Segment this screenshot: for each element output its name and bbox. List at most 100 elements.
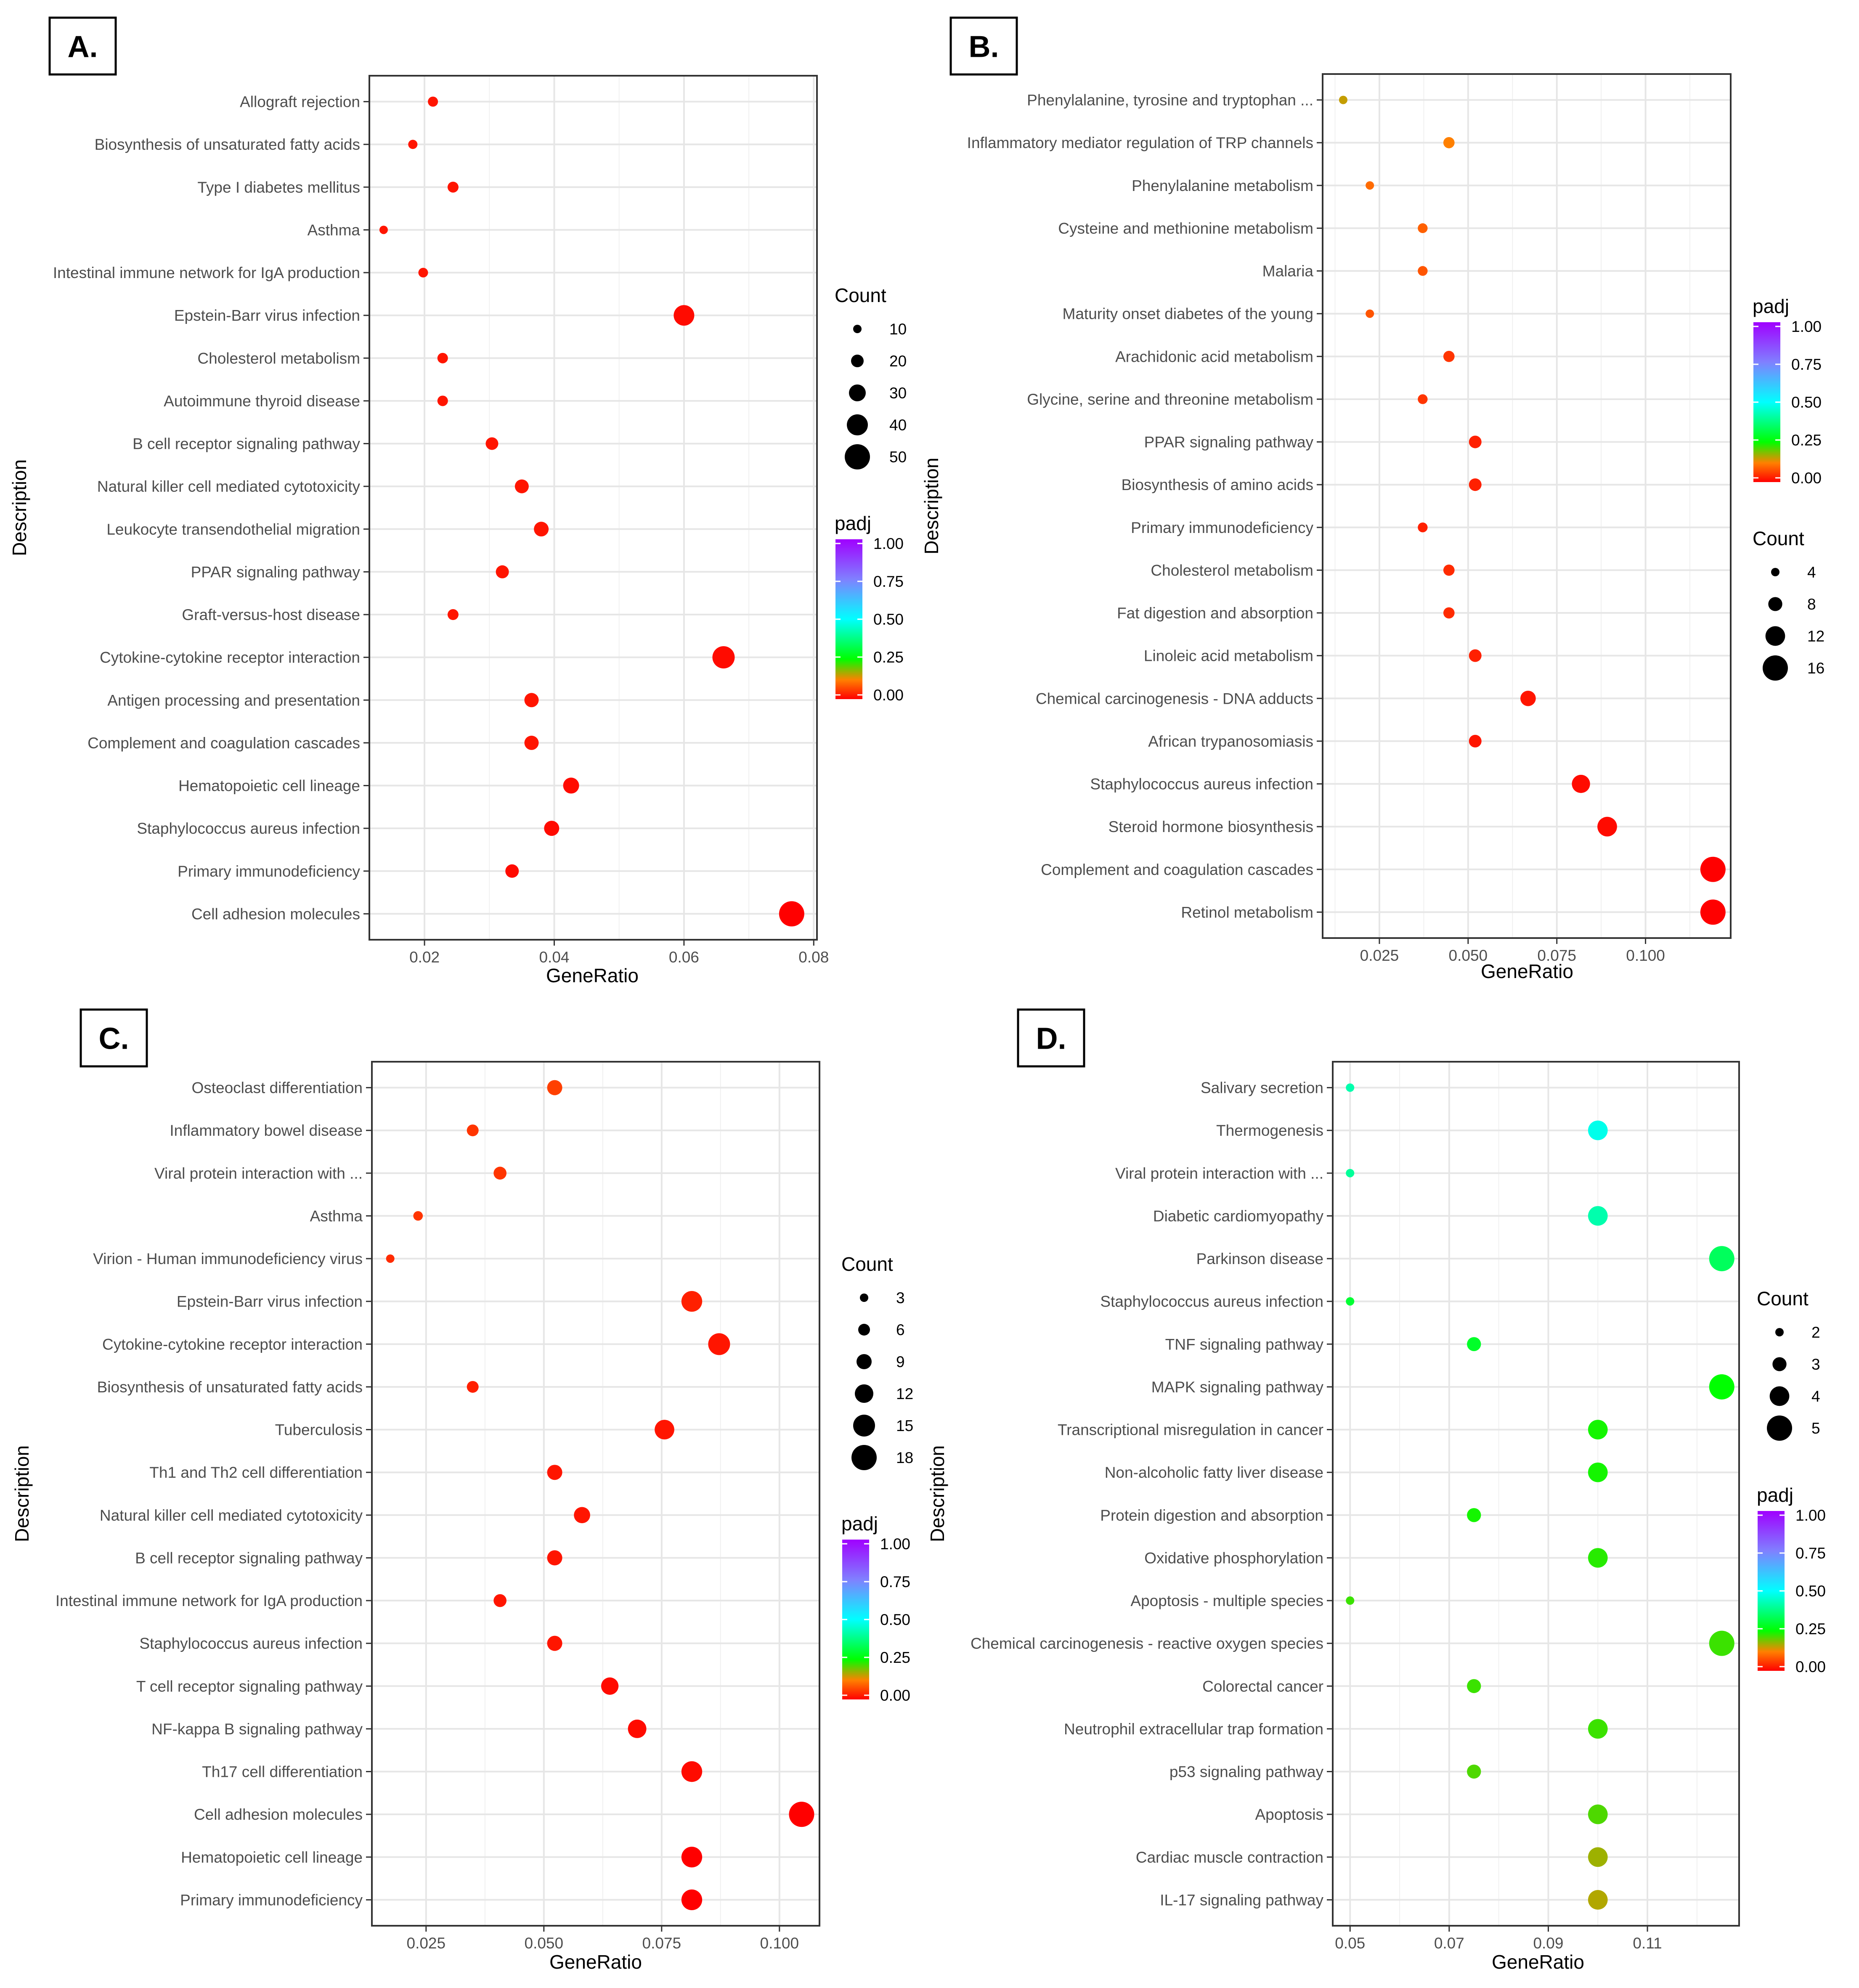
panel-label-box [48, 16, 117, 76]
point [408, 140, 418, 149]
y-tick-label: Autoimmune thyroid disease [164, 392, 360, 410]
color-legend-label: 0.25 [880, 1649, 910, 1666]
size-legend-key [1771, 568, 1779, 576]
color-legend-label: 0.25 [1791, 432, 1822, 449]
size-legend-label: 20 [889, 353, 907, 370]
panel-label-box [80, 1008, 148, 1068]
color-legend-label: 1.00 [880, 1535, 910, 1553]
color-legend-title: padj [835, 512, 871, 534]
y-tick-label: T cell receptor signaling pathway [136, 1678, 363, 1695]
point [712, 646, 735, 669]
size-legend-label: 2 [1811, 1324, 1820, 1341]
point [1588, 1890, 1608, 1910]
y-tick-label: Tuberculosis [275, 1421, 363, 1439]
point [1467, 1679, 1481, 1693]
size-legend-key [849, 384, 866, 401]
point [485, 437, 499, 450]
point [628, 1719, 647, 1738]
point [1588, 1847, 1608, 1867]
point [534, 522, 549, 537]
y-tick-label: Viral protein interaction with ... [154, 1165, 363, 1182]
y-tick-label: PPAR signaling pathway [1144, 434, 1314, 451]
point [544, 821, 560, 836]
color-legend-label: 0.00 [873, 687, 904, 704]
y-tick-label: Staphylococcus aureus infection [139, 1635, 363, 1652]
x-tick-label: 0.050 [1449, 947, 1488, 964]
y-tick-label: Apoptosis [1255, 1806, 1324, 1823]
y-tick-label: Osteoclast differentiation [191, 1079, 363, 1097]
panel-d: D. Salivary secretion Thermogenesis Viral p… [926, 1008, 1826, 1973]
y-tick-label: Malaria [1262, 262, 1314, 280]
point [547, 1550, 562, 1566]
y-tick-label: Transcriptional misregulation in cancer [1058, 1421, 1323, 1439]
point [681, 1847, 703, 1868]
y-tick-label: Protein digestion and absorption [1100, 1507, 1323, 1524]
plot-border [1322, 73, 1732, 939]
y-tick-label: Non-alcoholic fatty liver disease [1105, 1464, 1323, 1481]
panel-label: C. [99, 1022, 129, 1056]
size-legend-key [858, 1324, 870, 1336]
x-tick-label: 0.050 [525, 1935, 564, 1952]
x-tick-label: 0.075 [1537, 947, 1576, 964]
y-tick-label: Complement and coagulation cascades [88, 734, 360, 752]
x-tick-label: 0.02 [409, 949, 440, 966]
size-legend-label: 18 [896, 1449, 913, 1466]
y-tick-label: Virion - Human immunodeficiency virus [93, 1250, 363, 1267]
size-legend-label: 10 [889, 321, 907, 338]
y-tick-label: Chemical carcinogenesis - DNA adducts [1036, 690, 1313, 707]
size-legend-key [1765, 626, 1785, 646]
y-tick-label: Linoleic acid metabolism [1144, 647, 1313, 665]
point [1443, 351, 1455, 362]
point [1366, 181, 1374, 190]
point [1346, 1083, 1355, 1092]
point [505, 864, 519, 878]
size-legend-title: Count [841, 1253, 893, 1275]
size-legend-key [851, 1445, 877, 1470]
point [493, 1594, 507, 1607]
point [655, 1420, 674, 1439]
y-tick-label: Cytokine-cytokine receptor interaction [102, 1336, 363, 1353]
panel-label-box [949, 16, 1018, 76]
color-legend-label: 0.75 [880, 1573, 910, 1590]
size-legend-label: 12 [896, 1385, 913, 1402]
size-legend-label: 15 [896, 1417, 913, 1434]
color-legend-label: 0.25 [1795, 1620, 1826, 1638]
y-tick-label: B cell receptor signaling pathway [133, 435, 360, 453]
point [437, 395, 448, 406]
point [674, 305, 695, 326]
size-legend-key [1775, 1328, 1784, 1336]
y-tick-label: Epstein-Barr virus infection [177, 1293, 363, 1310]
color-legend-label: 0.00 [880, 1687, 910, 1704]
y-tick-label: Steroid hormone biosynthesis [1109, 818, 1313, 835]
y-tick-label: African trypanosomiasis [1148, 733, 1313, 750]
size-legend-label: 50 [889, 448, 907, 466]
x-tick-label: 0.025 [1360, 947, 1399, 964]
color-legend-label: 1.00 [1791, 318, 1822, 335]
point [1418, 522, 1428, 533]
point [1588, 1462, 1608, 1482]
y-tick-label: Cardiac muscle contraction [1136, 1849, 1323, 1866]
y-tick-label: Salivary secretion [1201, 1079, 1323, 1097]
size-legend-key [853, 325, 862, 333]
point [413, 1211, 423, 1221]
size-legend-label: 40 [889, 416, 907, 434]
point [681, 1761, 703, 1782]
size-legend-key [1763, 655, 1788, 681]
y-tick-label: Type I diabetes mellitus [197, 179, 360, 196]
point [1588, 1420, 1608, 1439]
y-tick-label: Complement and coagulation cascades [1041, 861, 1313, 878]
point [379, 225, 388, 234]
size-legend-label: 5 [1811, 1420, 1820, 1437]
size-legend-label: 8 [1807, 596, 1816, 613]
y-tick-label: Primary immunodeficiency [178, 863, 360, 880]
y-tick-label: p53 signaling pathway [1169, 1763, 1324, 1781]
point [1418, 223, 1428, 233]
size-legend-key [1768, 597, 1782, 611]
size-legend-key [845, 444, 870, 469]
point [428, 96, 438, 107]
y-tick-label: Primary immunodeficiency [180, 1891, 363, 1908]
point [1467, 1337, 1481, 1352]
point [418, 268, 428, 278]
color-legend-label: 0.75 [1791, 356, 1822, 373]
